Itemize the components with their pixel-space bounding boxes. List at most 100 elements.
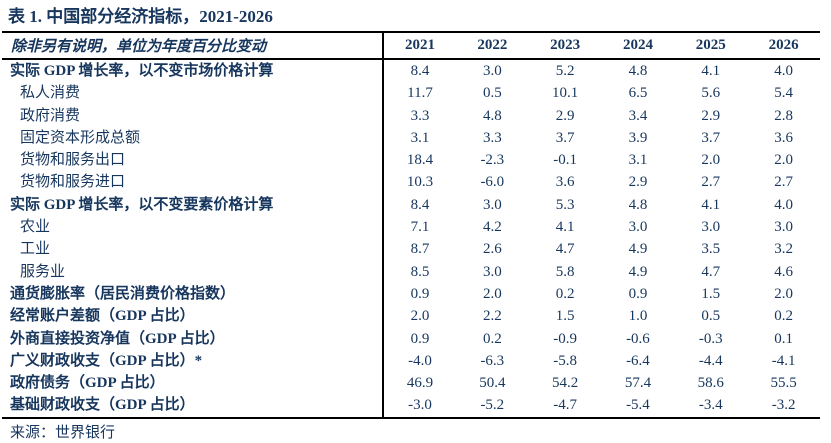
row-value: 0.2 (774, 308, 793, 325)
year-header-2023: 2023 (528, 32, 602, 60)
year-header-2026: 2026 (747, 32, 820, 60)
row-value: 4.7 (701, 263, 721, 280)
row-value: 10.1 (552, 85, 579, 102)
row-value: 2.6 (482, 241, 502, 258)
row-value: 4.9 (628, 241, 648, 258)
row-value: -0.3 (698, 330, 723, 347)
row-value: 8.5 (410, 263, 430, 280)
row-value: 3.9 (628, 129, 648, 146)
row-value: 0.2 (555, 285, 575, 302)
row-value: 4.6 (774, 263, 793, 280)
row-value: 57.4 (624, 375, 652, 392)
row-value: 3.4 (628, 107, 648, 124)
row-value: -3.4 (674, 394, 748, 419)
row-value: -4.7 (528, 394, 602, 419)
table-title: 表 1. 中国部分经济指标，2021-2026 (8, 7, 273, 26)
row-value: 4.0 (774, 196, 793, 213)
row-label: 货物和服务进口 (2, 171, 385, 194)
row-label: 工业 (2, 238, 385, 261)
row-value: 3.3 (482, 129, 502, 146)
row-value: 3.6 (774, 129, 793, 146)
row-value: 1.5 (555, 308, 575, 325)
row-value: 3.0 (628, 219, 648, 236)
row-label: 实际 GDP 增长率，以不变要素价格计算 (2, 193, 385, 217)
row-value: 2.7 (701, 174, 721, 191)
row-value: 4.2 (482, 219, 502, 236)
row-value: 0.9 (410, 330, 430, 347)
row-value: 3.6 (555, 174, 575, 191)
row-label: 农业 (2, 216, 385, 239)
table-row: 经常账户差额（GDP 占比） 2.0 2.2 1.5 1.0 0.5 0.2 (2, 305, 820, 328)
row-label: 通货膨胀率（居民消费价格指数） (2, 282, 385, 306)
row-value: -5.4 (601, 394, 675, 419)
row-label: 货物和服务出口 (2, 149, 385, 172)
row-value: -6.0 (480, 174, 505, 191)
row-value: -3.2 (747, 394, 820, 419)
row-value: -4.4 (698, 352, 723, 369)
row-value: 4.1 (555, 219, 575, 236)
row-label: 经常账户差额（GDP 占比） (2, 305, 385, 328)
row-value: -0.6 (626, 330, 650, 347)
table-row: 政府债务（GDP 占比） 46.9 50.4 54.2 57.4 58.6 55.5 (2, 372, 820, 395)
row-value: 11.7 (407, 85, 433, 102)
table-row: 通货膨胀率（居民消费价格指数） 0.9 2.0 0.2 0.9 1.5 2.0 (2, 282, 820, 306)
row-value: 5.4 (774, 85, 793, 102)
row-value: 4.8 (628, 63, 648, 79)
row-label: 基础财政收支（GDP 占比） (2, 394, 385, 419)
row-value: 2.0 (774, 152, 793, 169)
row-value: 2.9 (628, 174, 648, 191)
row-value: 55.5 (770, 375, 797, 392)
row-value: 4.9 (628, 263, 648, 280)
row-value: 1.5 (701, 285, 721, 302)
table-row: 固定资本形成总额 3.1 3.3 3.7 3.9 3.7 3.6 (2, 126, 820, 150)
row-value: 5.3 (555, 196, 575, 213)
row-value: 0.2 (482, 330, 502, 347)
row-value: 0.9 (410, 285, 430, 302)
row-value: 7.1 (410, 219, 430, 236)
row-value: 3.0 (701, 219, 721, 236)
row-value: 54.2 (552, 375, 579, 392)
row-value: 2.8 (774, 107, 793, 124)
year-header-2021: 2021 (383, 32, 456, 60)
row-value: 5.6 (701, 85, 721, 102)
row-value: 3.1 (628, 152, 648, 169)
row-value: 4.0 (774, 63, 793, 79)
row-label: 私人消费 (2, 82, 385, 105)
row-value: -3.0 (383, 394, 456, 419)
row-value: 2.0 (774, 285, 793, 302)
report-table-page: 表 1. 中国部分经济指标，2021-2026 除非另有说明，单位为年度百分比变… (2, 7, 820, 441)
table-row: 广义财政收支（GDP 占比）* -4.0 -6.3 -5.8 -6.4 -4.4 -4.1 (2, 349, 820, 373)
row-value: 1.0 (628, 308, 648, 325)
row-value: 3.0 (482, 196, 502, 213)
row-value: -5.8 (553, 352, 577, 369)
row-value: 3.3 (410, 107, 430, 124)
year-header-2022: 2022 (455, 32, 529, 60)
row-value: 3.2 (774, 241, 793, 258)
row-value: 3.0 (482, 263, 502, 280)
row-value: 3.0 (774, 219, 793, 236)
units-note: 除非另有说明，单位为年度百分比变动 (2, 32, 385, 60)
row-value: 4.1 (701, 196, 721, 213)
row-label: 服务业 (2, 260, 385, 283)
header-row: 除非另有说明，单位为年度百分比变动 2021 2022 2023 2024 20… (2, 32, 820, 60)
row-value: 3.5 (701, 241, 721, 258)
row-label: 政府债务（GDP 占比） (2, 372, 385, 395)
row-value: 5.8 (555, 263, 575, 280)
row-value: 10.3 (406, 174, 434, 191)
table-row: 实际 GDP 增长率，以不变要素价格计算 8.4 3.0 5.3 4.8 4.1 4.0 (2, 193, 820, 217)
table-row: 实际 GDP 增长率，以不变市场价格计算 8.4 3.0 5.2 4.8 4.1 4.0 (2, 59, 820, 83)
row-value: 4.8 (482, 107, 502, 124)
row-value: -6.3 (480, 352, 505, 369)
row-value: 4.1 (701, 63, 721, 79)
row-value: 3.7 (555, 129, 575, 146)
row-value: 46.9 (406, 375, 434, 392)
row-value: 8.7 (410, 241, 430, 258)
row-value: 8.4 (410, 63, 430, 79)
row-value: 2.0 (482, 285, 502, 302)
row-value: 4.7 (555, 241, 575, 258)
row-value: 2.0 (701, 152, 721, 169)
table-row: 政府消费 3.3 4.8 2.9 3.4 2.9 2.8 (2, 104, 820, 127)
indicators-table-body: 实际 GDP 增长率，以不变市场价格计算 8.4 3.0 5.2 4.8 4.1 4.0 私人… (2, 59, 820, 419)
row-value: 18.4 (406, 152, 434, 169)
row-value: 8.4 (410, 196, 430, 213)
